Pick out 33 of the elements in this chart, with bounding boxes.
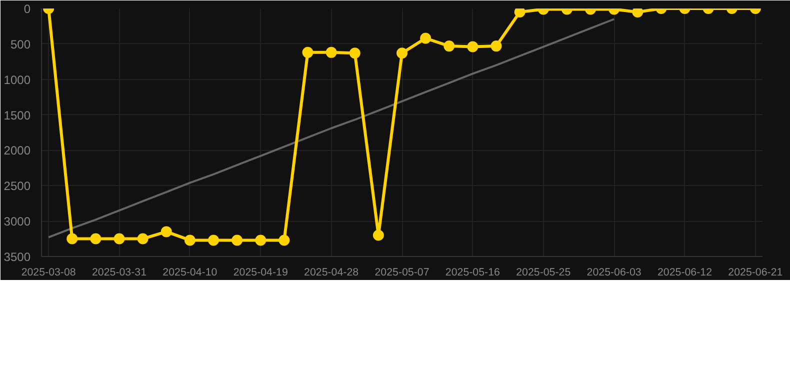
x-tick-label: 2025-03-31 [92, 266, 147, 278]
y-tick-label: 1000 [4, 72, 31, 87]
point [255, 234, 266, 246]
x-tick-label: 2025-06-21 [728, 266, 783, 278]
x-tick-label: 2025-04-19 [233, 266, 288, 278]
x-tick-label: 2025-05-07 [374, 266, 430, 278]
point [278, 234, 290, 246]
point [137, 233, 148, 244]
y-tick-label: 3500 [4, 250, 31, 264]
y-tick-label: 2500 [4, 179, 31, 194]
point [184, 234, 196, 246]
point [114, 233, 125, 244]
point [514, 8, 526, 18]
point [632, 8, 644, 18]
point [90, 233, 102, 244]
x-tick-label: 2025-03-08 [21, 266, 76, 278]
x-tick-label: 2025-06-03 [586, 266, 642, 278]
x-tick-label: 2025-04-28 [304, 266, 359, 278]
point [66, 233, 78, 244]
x-tick-label: 2025-05-25 [516, 266, 571, 278]
x-tick-label: 2025-04-10 [162, 266, 218, 278]
y-tick-label: 500 [10, 37, 31, 52]
y-tick-label: 0 [24, 2, 31, 16]
x-tick-label: 2025-05-16 [445, 266, 500, 278]
point [372, 230, 384, 241]
y-tick-label: 2000 [4, 144, 31, 158]
point [208, 234, 220, 246]
y-tick-label: 1500 [4, 108, 31, 122]
x-tick-label: 2025-06-12 [657, 266, 712, 278]
y-tick-label: 3000 [4, 214, 31, 229]
point [160, 226, 172, 238]
point [232, 234, 243, 246]
line-series [48, 18, 616, 238]
